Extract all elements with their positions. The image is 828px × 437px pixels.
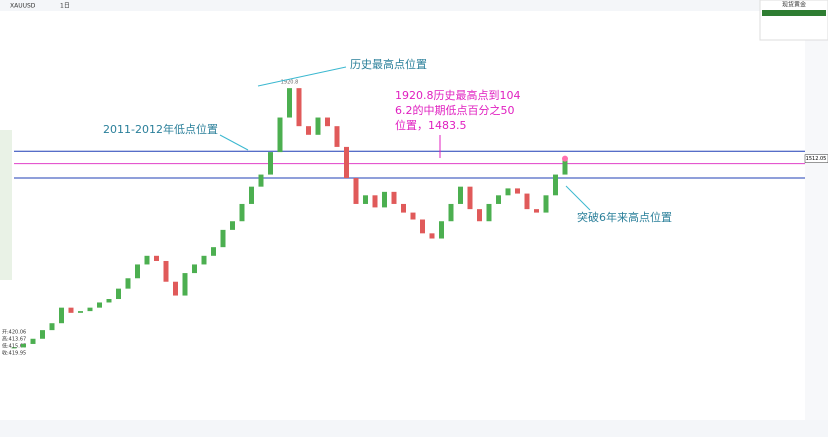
- candle: [144, 255, 150, 265]
- candle: [173, 281, 178, 296]
- candle: [192, 264, 197, 274]
- toolbar: [0, 0, 828, 11]
- candle: [458, 186, 463, 204]
- annotation-mid: 6.2的中期低点百分之50: [395, 103, 515, 117]
- candle: [439, 221, 444, 239]
- candle: [353, 178, 359, 204]
- symbol[interactable]: XAUUSD: [10, 3, 36, 10]
- ohlc-value: 低:415.67: [2, 343, 26, 350]
- candle: [467, 186, 473, 210]
- candle: [315, 117, 321, 135]
- price-axis: [805, 11, 828, 420]
- candle: [401, 203, 406, 213]
- candle: [562, 158, 568, 175]
- candle: [154, 255, 159, 261]
- candle: [410, 212, 416, 220]
- candle: [68, 307, 74, 313]
- price-tag: [804, 154, 828, 163]
- annotation-mid: 位置，1483.5: [395, 118, 467, 132]
- candle: [201, 255, 207, 265]
- candle: [268, 152, 273, 175]
- candle: [230, 221, 235, 230]
- candle: [106, 299, 112, 303]
- candle: [372, 195, 378, 208]
- candle: [21, 343, 26, 348]
- candle: [49, 323, 55, 331]
- candle: [182, 273, 188, 296]
- candle: [125, 278, 131, 289]
- ohlc-value: 收:419.95: [2, 350, 26, 357]
- candle: [524, 193, 530, 210]
- candle: [543, 195, 549, 213]
- candle: [382, 191, 387, 208]
- candle: [325, 117, 330, 127]
- candle: [429, 233, 435, 239]
- candle: [211, 247, 216, 256]
- annotation-breakout: 突破6年来高点位置: [577, 210, 672, 224]
- arrow: [219, 134, 249, 151]
- price-label: 1512.05: [806, 156, 827, 162]
- candle: [486, 203, 492, 222]
- candle: [30, 338, 36, 344]
- panel-title: 现货黄金: [782, 1, 806, 9]
- candle: [296, 88, 302, 127]
- quote-panel: [759, 0, 828, 41]
- candle: [277, 117, 283, 153]
- candle: [258, 174, 264, 187]
- ohlc-value: 高:413.67: [2, 336, 26, 343]
- ohlc-value: 开:420.06: [2, 330, 26, 336]
- candle: [420, 219, 425, 234]
- candle: [334, 126, 340, 147]
- candle: [163, 260, 169, 282]
- arrow: [565, 185, 591, 211]
- annotation-peak: 历史最高点位置: [350, 57, 427, 71]
- candle: [496, 195, 501, 204]
- candle: [515, 188, 520, 194]
- candle: [306, 126, 311, 135]
- candle: [448, 203, 454, 222]
- period[interactable]: 1日: [60, 3, 70, 10]
- candle: [11, 347, 17, 349]
- candle: [239, 203, 245, 222]
- candle: [534, 209, 539, 213]
- arrow: [257, 66, 347, 87]
- candle: [391, 191, 397, 204]
- candle: [87, 307, 93, 312]
- note-bg: [392, 85, 518, 132]
- candle: [249, 186, 254, 204]
- candle: [505, 188, 511, 196]
- candle: [135, 264, 140, 279]
- candle: [40, 330, 45, 339]
- peak-label: 1920.8: [281, 80, 299, 86]
- candle: [553, 174, 558, 196]
- candle: [344, 146, 349, 179]
- candle: [287, 88, 292, 118]
- candle: [78, 311, 83, 313]
- annotation-low: 2011-2012年低点位置: [103, 122, 218, 136]
- annotation-mid: 1920.8历史最高点到104: [395, 88, 521, 102]
- candle: [59, 307, 64, 324]
- volume-profile: [0, 130, 12, 280]
- candle: [116, 288, 121, 300]
- candle: [220, 229, 226, 248]
- quote-bar: [762, 10, 826, 16]
- current-price-dot: [562, 155, 568, 162]
- candle: [363, 195, 368, 204]
- candle: [477, 209, 482, 222]
- candle: [97, 302, 102, 308]
- time-axis: [0, 420, 828, 437]
